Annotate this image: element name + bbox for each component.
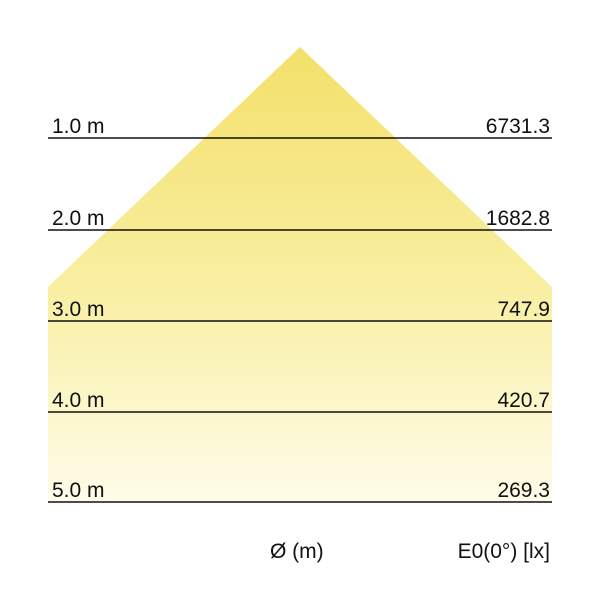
distance-label: 5.0 m: [52, 479, 105, 502]
illuminance-column-label: E0(0°) [lx]: [457, 540, 550, 563]
distance-label: 2.0 m: [52, 207, 105, 230]
distance-label: 1.0 m: [52, 115, 105, 138]
light-beam-cone: [48, 47, 552, 502]
illuminance-value: 269.3: [497, 479, 550, 502]
diameter-column-label: Ø (m): [270, 540, 324, 563]
illuminance-value: 420.7: [497, 389, 550, 412]
illuminance-value: 6731.3: [485, 115, 550, 138]
illuminance-value: 747.9: [497, 298, 550, 321]
illuminance-value: 1682.8: [485, 207, 550, 230]
distance-label: 4.0 m: [52, 389, 105, 412]
distance-label: 3.0 m: [52, 298, 105, 321]
